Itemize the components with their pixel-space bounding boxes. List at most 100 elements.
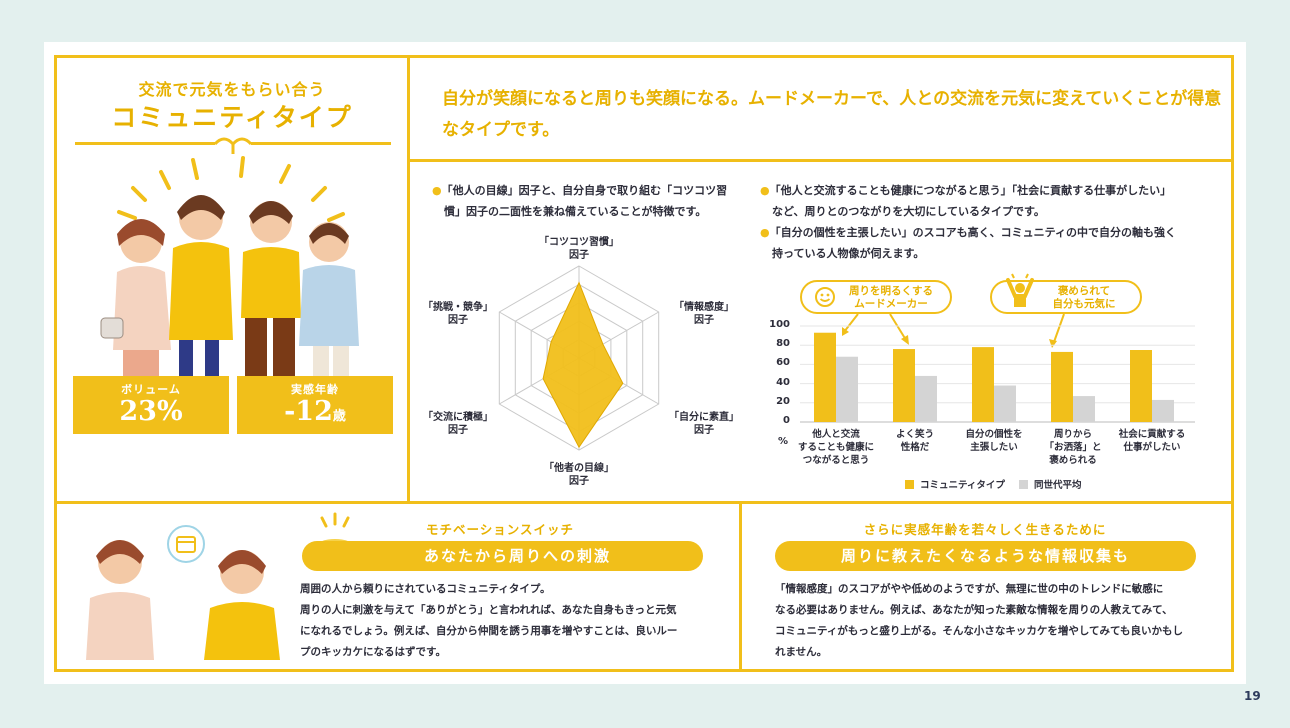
- x-category-label-line: 仕事がしたい: [1123, 442, 1181, 453]
- y-tick-label: 80: [776, 338, 790, 350]
- y-tick-label: 0: [783, 415, 790, 426]
- callout1-line1: 周りを明るくする: [849, 285, 933, 297]
- callout-mood-maker: 周りを明るくする ムードメーカー: [800, 280, 952, 314]
- motivation-text: 周囲の人から頼りにされているコミュニティタイプ。 周りの人に刺激を与えて「ありが…: [300, 579, 730, 663]
- legend-swatch-average: [1018, 479, 1028, 489]
- tips-pill: 周りに教えたくなるような情報収集も: [775, 541, 1196, 571]
- radar-label: 「情報感度」 因子: [654, 301, 754, 327]
- x-category-label: 社会に貢献する 仕事がしたい: [1107, 428, 1197, 454]
- y-tick-label: 100: [769, 319, 790, 330]
- x-category-label-line: 周りから: [1053, 429, 1092, 440]
- x-category-label-line: 「お洒落」と: [1044, 442, 1102, 453]
- motivation-line1: 周囲の人から頼りにされているコミュニティタイプ。: [300, 583, 551, 595]
- callout-arrow-icon: [1049, 313, 1065, 348]
- radar-desc-line1: 「他人の目線」因子と、自分自身で取り組む「コツコツ習: [441, 184, 728, 197]
- x-category-label-line: 自分の個性を: [965, 429, 1023, 440]
- desc-b1-line1: 「他人と交流することも健康につながると思う」「社会に貢献する仕事がしたい」: [769, 184, 1172, 197]
- tips-line2: なる必要はありません。例えば、あなたが知った素敵な情報を周りの人教えてみて、: [775, 604, 1173, 616]
- radar-description: ●「他人の目線」因子と、自分自身で取り組む「コツコツ習 慣」因子の二面性を兼ね備…: [432, 180, 742, 222]
- calendar-icon: [176, 536, 196, 553]
- radar-label-line2: 因子: [569, 476, 589, 487]
- people-illustration: [100, 156, 359, 410]
- y-tick-label: 20: [776, 395, 790, 407]
- cheering-person-icon: [1006, 273, 1034, 307]
- radar-label-line1: 「交流に積極」: [423, 412, 493, 423]
- desc-b2-line1: 「自分の個性を主張したい」のスコアも高く、コミュニティの中で自分の軸も強く: [769, 226, 1176, 239]
- callout2-line1: 褒められて: [1057, 285, 1111, 297]
- type-title: コミュニティタイプ: [111, 103, 353, 132]
- tips-line1: 「情報感度」のスコアがやや低めのようですが、無理に世の中のトレンドに敏感に: [775, 583, 1164, 595]
- bullet-dot-icon: ●: [760, 184, 770, 197]
- radar-label: 「交流に積極」 因子: [408, 411, 508, 437]
- x-category-label-line: よく笑う: [895, 429, 934, 440]
- radar-label-line1: 「挑戦・競争」: [423, 302, 493, 313]
- chart-legend: コミュニティタイプ 同世代平均: [905, 477, 1081, 491]
- tips-line4: れません。: [775, 646, 828, 658]
- content-frame: [54, 55, 1234, 672]
- y-axis-unit: %: [778, 436, 789, 447]
- age-stat: 実感年齢 -12歳: [237, 376, 393, 434]
- radar-label-line1: 「情報感度」: [674, 302, 734, 313]
- radar-label-line2: 因子: [569, 250, 589, 261]
- motivation-line4: プのキッカケになるはずです。: [300, 646, 446, 658]
- age-label: 実感年齢: [291, 383, 339, 396]
- right-description: ●「他人と交流することも健康につながると思う」「社会に貢献する仕事がしたい」 な…: [760, 180, 1230, 264]
- callout1-line2: ムードメーカー: [854, 298, 928, 310]
- bullet-dot-icon: ●: [760, 226, 770, 239]
- radar-label-line2: 因子: [694, 315, 714, 326]
- radar-desc-line2: 慣」因子の二面性を兼ね備えていることが特徴です。: [444, 205, 707, 218]
- radar-label: 「自分に素直」 因子: [654, 411, 754, 437]
- x-category-label: 他人と交流することも健康に つながると思う: [791, 428, 881, 467]
- type-subtitle: 交流で元気をもらい合う: [138, 80, 326, 99]
- x-category-label-line: することも健康に: [797, 442, 874, 453]
- radar-label: 「挑戦・競争」 因子: [408, 301, 508, 327]
- x-category-label: よく笑う 性格だ: [870, 428, 960, 454]
- x-category-label-line: つながると思う: [802, 455, 870, 466]
- divider-bottom: [54, 501, 1234, 504]
- bar-community: [814, 332, 836, 422]
- bar-average: [1073, 396, 1095, 422]
- bullet-dot-icon: ●: [432, 184, 442, 197]
- bar-chart: [800, 325, 1195, 423]
- tips-header: さらに実感年齢を若々しく生きるために: [863, 522, 1107, 537]
- bar-average: [836, 356, 858, 422]
- tips-line3: コミュニティがもっと盛り上がる。そんな小さなキッカケを増やしてみても良いかもし: [775, 625, 1184, 637]
- radar-label-line1: 「他者の目線」: [544, 463, 614, 474]
- desc-b1-line2: など、周りとのつながりを大切にしているタイプです。: [772, 205, 1045, 218]
- x-category-label-line: 性格だ: [900, 442, 930, 453]
- radar-label: 「他者の目線」 因子: [529, 462, 629, 488]
- bar-average: [994, 385, 1016, 422]
- legend-swatch-community: [905, 479, 914, 489]
- radar-label: 「コツコツ習慣」 因子: [529, 236, 629, 262]
- radar-chart: [498, 265, 660, 451]
- age-unit: 歳: [332, 409, 346, 424]
- volume-stat: ボリューム 23%: [73, 376, 229, 434]
- x-category-label-line: 他人と交流: [812, 429, 860, 440]
- y-tick-label: 60: [776, 357, 790, 369]
- volume-label: ボリューム: [121, 383, 181, 396]
- bar-community: [1051, 351, 1073, 422]
- divider-vertical-top: [407, 55, 410, 503]
- motivation-header: モチベーションスイッチ: [425, 522, 574, 537]
- legend-label-community: コミュニティタイプ: [920, 480, 1005, 491]
- title-underline-left: [75, 142, 215, 145]
- volume-value: 23%: [119, 396, 183, 427]
- callout2-line2: 自分も元気に: [1052, 298, 1116, 310]
- age-value: -12: [284, 396, 333, 427]
- smile-icon: [815, 287, 835, 307]
- x-category-label-line: 主張したい: [970, 442, 1018, 453]
- radar-label-line2: 因子: [694, 425, 714, 436]
- callout-arrows-icon: [842, 313, 909, 345]
- two-women-illustration: [86, 525, 280, 660]
- type-intro: 自分が笑顔になると周りも笑顔になる。ムードメーカーで、人との交流を元気に変えてい…: [442, 89, 1222, 140]
- ribbon-icon: [213, 137, 253, 154]
- divider-intro: [407, 159, 1234, 162]
- bar-community: [893, 349, 915, 422]
- radar-label-line1: 「自分に素直」: [669, 412, 739, 423]
- divider-vertical-bottom: [739, 501, 742, 672]
- legend-label-average: 同世代平均: [1033, 480, 1082, 491]
- desc-b2-line2: 持っている人物像が伺えます。: [772, 247, 925, 260]
- bar-community: [1130, 350, 1152, 422]
- x-category-label: 周りから 「お洒落」と 褒められる: [1028, 428, 1118, 467]
- title-underline-right: [251, 142, 391, 145]
